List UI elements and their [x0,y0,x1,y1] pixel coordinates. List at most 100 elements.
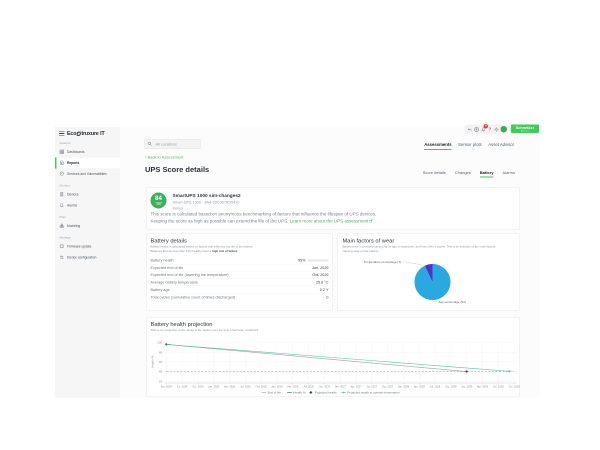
series-projected-health-at-optimal-temperature [166,344,510,372]
battery-row-value: Oct. 2029 [312,272,329,278]
sidebar-item-device-configuration[interactable]: Device configuration [55,252,120,263]
sidebar: Eco truxure IT Analyze Dashboards Reports S… [55,127,120,398]
ecostruxure-app: Eco truxure IT Analyze Dashboards Reports S… [55,120,540,398]
whats-new-icon[interactable] [473,126,479,132]
back-to-assessment-link[interactable]: ‹ Back to Assessment [145,155,184,160]
battery-row-label: Total cycles (cumulative count of times … [150,294,236,300]
svg-text:Jul. 2024: Jul. 2024 [177,384,188,388]
device-location: Kenya [172,205,184,211]
battery-health-projection-card: Battery health projection This is our pr… [146,317,520,397]
score-description: This score is calculated based on anonym… [150,211,377,224]
schneider-electric-logo[interactable]: Schneider Electric [511,124,539,133]
pie-slice-temperature[interactable] [424,264,433,282]
sidebar-item-dashboards[interactable]: Dashboards [55,147,120,158]
battery-details-description: Battery health is calculated based on fa… [150,245,254,253]
series-projected-health [166,344,467,372]
svg-text:20: 20 [159,379,163,383]
battery-row-label: Expected end of life [150,265,184,270]
pie-label-temperature: Temperature percentage (7) [364,260,401,264]
reports-icon [60,160,65,166]
primary-tabs: Assessments Sensor plots Asset Advisor [424,142,514,150]
tab-assessments[interactable]: Assessments [424,142,452,150]
svg-text:Jul. 2028: Jul. 2028 [430,384,441,388]
battery-row-total-cycles-cumulative-count-: Total cycles (cumulative count of times … [151,293,329,300]
sidebar-item-label: Firmware update [67,244,92,249]
svg-text:Jan. 2025: Jan. 2025 [208,384,220,388]
battery-row-battery-age: Battery age 0.2 Y [150,286,329,294]
battery-row-value: Jan. 2029 [312,265,329,270]
svg-text:Jul. 2029: Jul. 2029 [493,384,504,388]
nav-section-label-monitor: Monitor [59,184,71,188]
svg-text:Health %: Health % [151,355,155,368]
wear-card-description: Battery wear is primarily caused by its … [342,245,496,253]
wear-pie-chart: Temperature percentage (7) Age percentage… [364,260,466,304]
sidebar-item-alarms[interactable]: Alarms [55,200,120,211]
sidebar-item-label: Dashboards [67,150,85,154]
svg-text:100: 100 [157,341,162,345]
svg-text:Apr. 2026: Apr. 2026 [287,384,299,388]
svg-text:Oct. 2025: Oct. 2025 [256,384,268,388]
device-info: SmartUPS 1000 sim-changes2 Smart-UPS 100… [172,193,241,211]
battery-details-title: Battery details [150,238,187,244]
modeling-icon [59,223,65,229]
notifications-icon[interactable]: 9 [480,123,489,132]
help-icon[interactable] [487,126,493,132]
battery-row-value: 25.6 °C [315,280,329,285]
ecostruxure-logo: Eco truxure IT [67,130,105,137]
sidebar-item-label: Devices [67,192,79,197]
subtab-changes[interactable]: Changes [454,170,471,176]
battery-row-label: Expected end of life (lowering the tempe… [150,272,229,278]
battery-details-card: Battery details Battery health is calcul… [146,233,333,311]
device-name: SmartUPS 1000 sim-changes2 [172,193,241,199]
battery-details-rows: Battery health 95% Expected end of life Jan… [150,257,329,301]
svg-text:Jan. 2027: Jan. 2027 [334,384,346,388]
svg-text:Jul. 2026: Jul. 2026 [303,384,314,388]
sidebar-item-devices[interactable]: Devices [55,189,120,200]
user-avatar[interactable] [500,126,507,133]
location-search[interactable] [144,139,201,149]
sidebar-header: Eco truxure IT [55,127,120,139]
learn-more-link[interactable]: Learn more about the UPS assessment [290,218,373,223]
sidebar-item-label: Reports [67,161,80,165]
hamburger-menu-icon[interactable] [59,131,65,136]
score-total: 100 [156,202,161,206]
firmware-icon [59,244,65,250]
svg-text:Apr. 2029: Apr. 2029 [477,384,489,388]
page-title: UPS Score details [145,165,210,175]
tab-sensor-plots[interactable]: Sensor plots [458,142,482,147]
battery-row-expected-end-of-life: Expected end of life Jan. 2029 [150,264,329,272]
svg-text:40: 40 [159,370,163,374]
svg-text:Jul. 2027: Jul. 2027 [367,384,378,388]
projection-card-description: This is our projection of the decay of t… [150,329,259,332]
svg-text:Projected health at optimal te: Projected health at optimal temperature [347,391,400,395]
subtab-alarms[interactable]: Alarms [502,170,515,176]
battery-row-value: 0 [326,294,329,300]
nav-section-label-manage: Manage [59,236,71,240]
sidebar-item-services-and-vulnerabilities[interactable]: Services and Vulnerabilities [55,169,120,180]
svg-text:Oct. 2027: Oct. 2027 [382,384,394,388]
services-icon [59,171,65,177]
battery-row-label: Battery age [150,287,170,292]
sidebar-item-reports[interactable]: Reports [55,157,120,169]
settings-gear-icon[interactable] [494,126,500,132]
subtab-battery[interactable]: Battery [479,171,494,178]
svg-text:Apr. 2027: Apr. 2027 [350,384,362,388]
wear-card-title: Main factors of wear [342,238,395,244]
devices-icon [60,191,65,198]
sidebar-item-label: Services and Vulnerabilities [67,172,107,176]
feedback-icon[interactable] [467,126,473,132]
alarms-icon [59,203,65,209]
score-value: 84 [155,194,162,202]
sidebar-item-firmware-update[interactable]: Firmware update [55,241,120,252]
svg-text:Oct. 2029: Oct. 2029 [508,384,520,388]
battery-health-bar [307,259,329,262]
projection-card-title: Battery health projection [150,321,213,328]
sidebar-item-modeling[interactable]: Modeling [55,221,120,232]
subtab-score-details[interactable]: Score details [422,170,446,176]
battery-row-label: Battery health [150,258,174,263]
svg-text:Oct. 2028: Oct. 2028 [445,384,457,388]
nav-section-label-analyze: Analyze [59,142,71,145]
tab-asset-advisor[interactable]: Asset Advisor [488,142,514,147]
search-input[interactable] [154,141,200,147]
